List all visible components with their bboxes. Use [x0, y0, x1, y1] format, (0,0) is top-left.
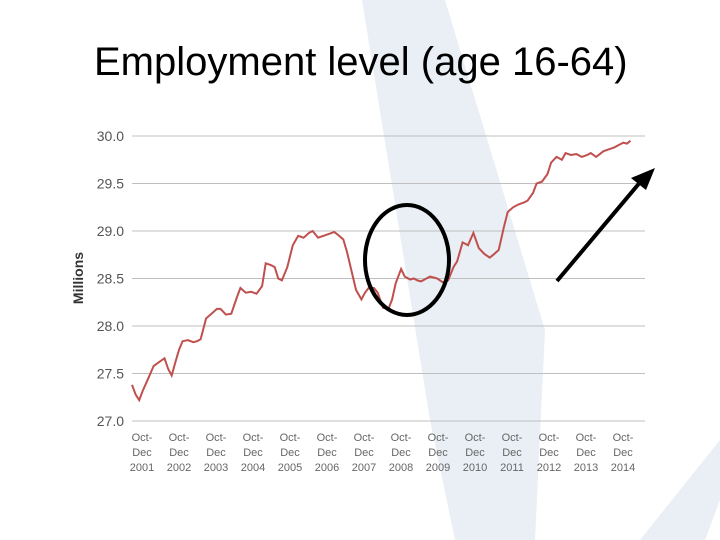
y-axis-label: Millions [70, 252, 86, 304]
x-tick-label-line: Oct- [132, 432, 153, 444]
x-tick-label: Oct- Dec 2005 [278, 432, 302, 474]
x-tick-label: Oct- Dec 2007 [352, 432, 376, 474]
x-tick-label: Oct- Dec 2014 [611, 432, 635, 474]
x-tick-label-line: Dec [206, 447, 226, 459]
x-tick-label-line: Oct- [354, 432, 375, 444]
x-tick-label-line: 2008 [389, 462, 413, 474]
x-tick-label-line: Dec [169, 447, 189, 459]
trend-arrow-head [631, 168, 655, 190]
x-tick-label: Oct- Dec 2012 [537, 432, 561, 474]
x-tick-label: Oct- Dec 2006 [315, 432, 339, 474]
highlight-ellipse [363, 203, 451, 317]
y-tick-label: 30.0 [97, 128, 124, 144]
x-tick-label-line: Dec [132, 447, 152, 459]
x-tick-label: Oct- Dec 2002 [167, 432, 191, 474]
x-tick-label-line: Oct- [539, 432, 560, 444]
y-tick-label: 27.5 [97, 366, 124, 382]
gridlines [132, 135, 645, 422]
x-tick-label: Oct- Dec 2003 [204, 432, 228, 474]
slide-title: Employment level (age 16-64) [94, 40, 628, 84]
x-tick-label-line: Oct- [465, 432, 486, 444]
y-tick-label: 28.0 [97, 318, 124, 334]
x-tick-label-line: Oct- [243, 432, 264, 444]
x-tick-label-line: 2014 [611, 462, 635, 474]
trend-arrow-shaft [555, 178, 644, 283]
x-tick-label-line: Dec [428, 447, 448, 459]
x-tick-label-line: Dec [317, 447, 337, 459]
x-tick-label-line: 2003 [204, 462, 228, 474]
x-axis-ticks: Oct- Dec 2001 Oct- Dec 2002 Oct- Dec 2003 Oct- Dec… [130, 432, 635, 474]
x-tick-label-line: 2004 [241, 462, 265, 474]
x-tick-label: Oct- Dec 2009 [426, 432, 450, 474]
x-tick-label: Oct- Dec 2010 [463, 432, 487, 474]
x-tick-label-line: Oct- [280, 432, 301, 444]
x-tick-label-line: Oct- [317, 432, 338, 444]
x-tick-label-line: 2012 [537, 462, 561, 474]
x-tick-label-line: Dec [280, 447, 300, 459]
x-tick-label-line: 2001 [130, 462, 154, 474]
x-tick-label-line: Oct- [206, 432, 227, 444]
x-tick-label-line: Dec [391, 447, 411, 459]
x-tick-label: Oct- Dec 2011 [500, 432, 524, 474]
x-tick-label: Oct- Dec 2008 [389, 432, 413, 474]
x-tick-label-line: 2006 [315, 462, 339, 474]
x-tick-label-line: 2009 [426, 462, 450, 474]
x-tick-label: Oct- Dec 2013 [574, 432, 598, 474]
y-tick-label: 29.0 [97, 223, 124, 239]
x-tick-label-line: Dec [576, 447, 596, 459]
y-tick-label: 27.0 [97, 413, 124, 429]
x-tick-label-line: Oct- [391, 432, 412, 444]
x-tick-label-line: 2005 [278, 462, 302, 474]
x-tick-label-line: 2007 [352, 462, 376, 474]
x-tick-label-line: Oct- [502, 432, 523, 444]
y-tick-label: 28.5 [97, 271, 124, 287]
x-tick-label-line: Oct- [428, 432, 449, 444]
x-tick-label-line: Oct- [169, 432, 190, 444]
x-tick-label-line: Dec [354, 447, 374, 459]
x-tick-label-line: Oct- [576, 432, 597, 444]
x-tick-label-line: 2011 [500, 462, 524, 474]
watermark-chevron-shape [362, 0, 545, 540]
x-tick-label-line: 2013 [574, 462, 598, 474]
watermark-chevron-shape [640, 440, 720, 540]
x-tick-label-line: Dec [243, 447, 263, 459]
x-tick-label: Oct- Dec 2001 [130, 432, 154, 474]
x-tick-label-line: Oct- [613, 432, 634, 444]
x-tick-label-line: 2002 [167, 462, 191, 474]
x-tick-label: Oct- Dec 2004 [241, 432, 265, 474]
annotations [363, 168, 655, 317]
series-line-employment [131, 140, 632, 403]
x-tick-label-line: Dec [539, 447, 559, 459]
x-tick-label-line: Dec [465, 447, 485, 459]
x-tick-label-line: Dec [502, 447, 522, 459]
y-tick-label: 29.5 [97, 176, 124, 192]
y-axis-ticks: 30.0 29.5 29.0 28.5 28.0 27.5 27.0 [97, 128, 124, 429]
x-tick-label-line: Dec [613, 447, 633, 459]
x-tick-label-line: 2010 [463, 462, 487, 474]
